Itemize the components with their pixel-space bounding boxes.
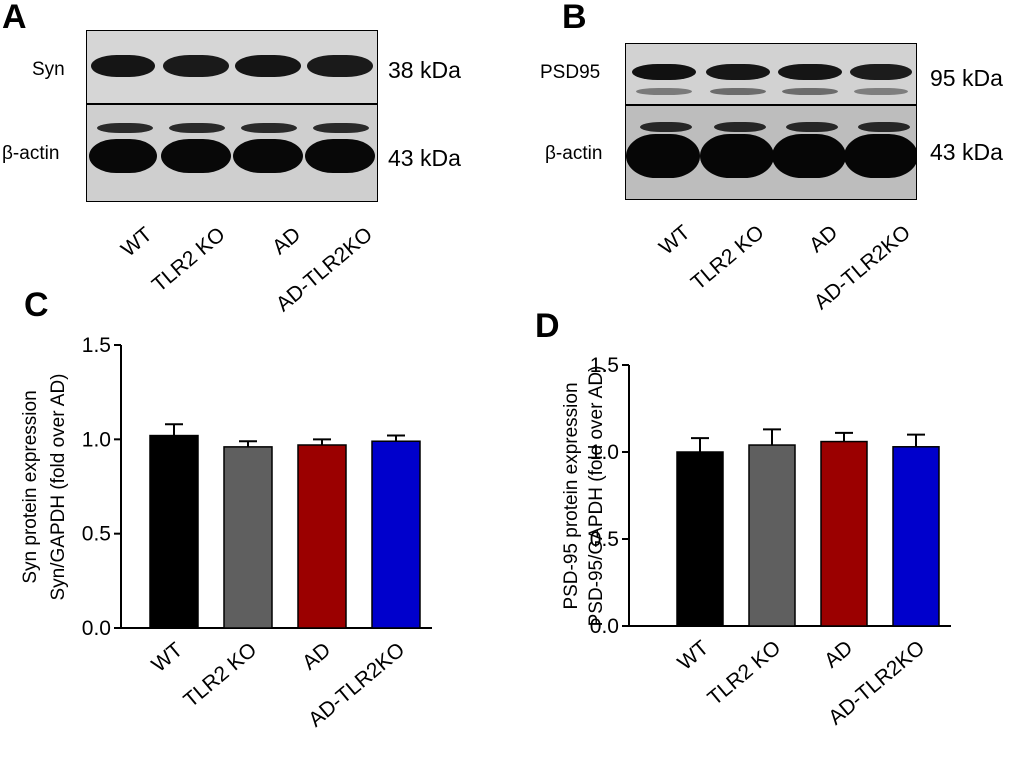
beta-actin-row-label-b: β-actin (545, 143, 603, 164)
beta-actin-band (89, 139, 157, 173)
x-tick-label-d: AD (820, 636, 857, 672)
psd95-lower-band (782, 88, 838, 95)
beta-actin-band (161, 139, 231, 173)
panel-c-letter: C (24, 286, 49, 324)
beta-actin-row-label-a: β-actin (2, 143, 60, 164)
beta-actin-band (700, 134, 774, 178)
y-tick-label-d: 0.0 (590, 615, 619, 638)
y-tick-label-d: 1.5 (590, 354, 619, 377)
bar-c (223, 446, 273, 629)
x-tick-label-d: WT (673, 636, 713, 675)
beta-actin-band (772, 134, 846, 178)
bar-c (297, 444, 347, 629)
blot-divider (87, 103, 377, 105)
y-tick-label-d: 0.5 (590, 528, 619, 551)
bar-d (748, 444, 796, 627)
beta-actin-band (626, 134, 700, 178)
psd95-band (706, 64, 770, 80)
syn-row-label: Syn (32, 59, 65, 80)
western-blot-a (86, 30, 378, 202)
psd95-kda: 95 kDa (930, 65, 1003, 91)
y-axis-label-d: PSD-95/GAPDH (fold over AD) (586, 366, 607, 627)
syn-blot-strip (87, 31, 377, 103)
psd95-lower-band (636, 88, 692, 95)
psd95-lower-band (854, 88, 908, 95)
y-tick-label-c: 1.5 (82, 334, 111, 357)
psd95-lower-band (710, 88, 766, 95)
psd95-band (778, 64, 842, 80)
panel-b-letter: B (562, 0, 587, 36)
syn-band (307, 55, 373, 77)
bar-c (149, 434, 199, 629)
bar-d (892, 446, 940, 627)
bar-d (676, 451, 724, 627)
beta-actin-upper-band (313, 123, 369, 133)
y-axis-label-d: PSD-95 protein expression (561, 382, 582, 609)
y-axis-label-c: Syn protein expression (20, 390, 41, 583)
y-tick-label-c: 0.0 (82, 617, 111, 640)
beta-actin-upper-band (858, 122, 910, 132)
y-tick-label-c: 0.5 (82, 523, 111, 546)
syn-band (235, 55, 301, 77)
beta-actin-upper-band (640, 122, 692, 132)
y-tick-label-d: 1.0 (590, 441, 619, 464)
panel-a-letter: A (2, 0, 27, 36)
psd95-band (632, 64, 696, 80)
western-blot-b (625, 43, 917, 200)
y-tick-label-c: 1.0 (82, 428, 111, 451)
beta-actin-band (844, 134, 916, 178)
psd95-blot-strip (626, 44, 916, 104)
x-tick-label-d: TLR2 KO (703, 636, 785, 710)
panel-d-letter: D (535, 307, 560, 345)
beta-actin-upper-band (97, 123, 153, 133)
syn-band (163, 55, 229, 77)
bar-c (371, 440, 421, 629)
psd95-row-label: PSD95 (540, 62, 601, 83)
beta-actin-blot-strip-a (87, 105, 377, 201)
beta-actin-kda-b: 43 kDa (930, 139, 1003, 165)
beta-actin-blot-strip-b (626, 106, 916, 199)
beta-actin-upper-band (241, 123, 297, 133)
bar-d (820, 440, 868, 627)
blot-divider (626, 104, 916, 106)
beta-actin-band (305, 139, 375, 173)
psd95-band (850, 64, 912, 80)
x-tick-label-c: WT (147, 638, 187, 677)
beta-actin-kda-a: 43 kDa (388, 145, 461, 171)
beta-actin-band (233, 139, 303, 173)
y-axis-label-c: Syn/GAPDH (fold over AD) (48, 373, 69, 600)
syn-band (91, 55, 155, 77)
beta-actin-upper-band (714, 122, 766, 132)
syn-kda: 38 kDa (388, 57, 461, 83)
beta-actin-upper-band (169, 123, 225, 133)
beta-actin-upper-band (786, 122, 838, 132)
x-tick-label-c: AD (298, 638, 335, 674)
x-tick-label-c: TLR2 KO (179, 638, 261, 712)
